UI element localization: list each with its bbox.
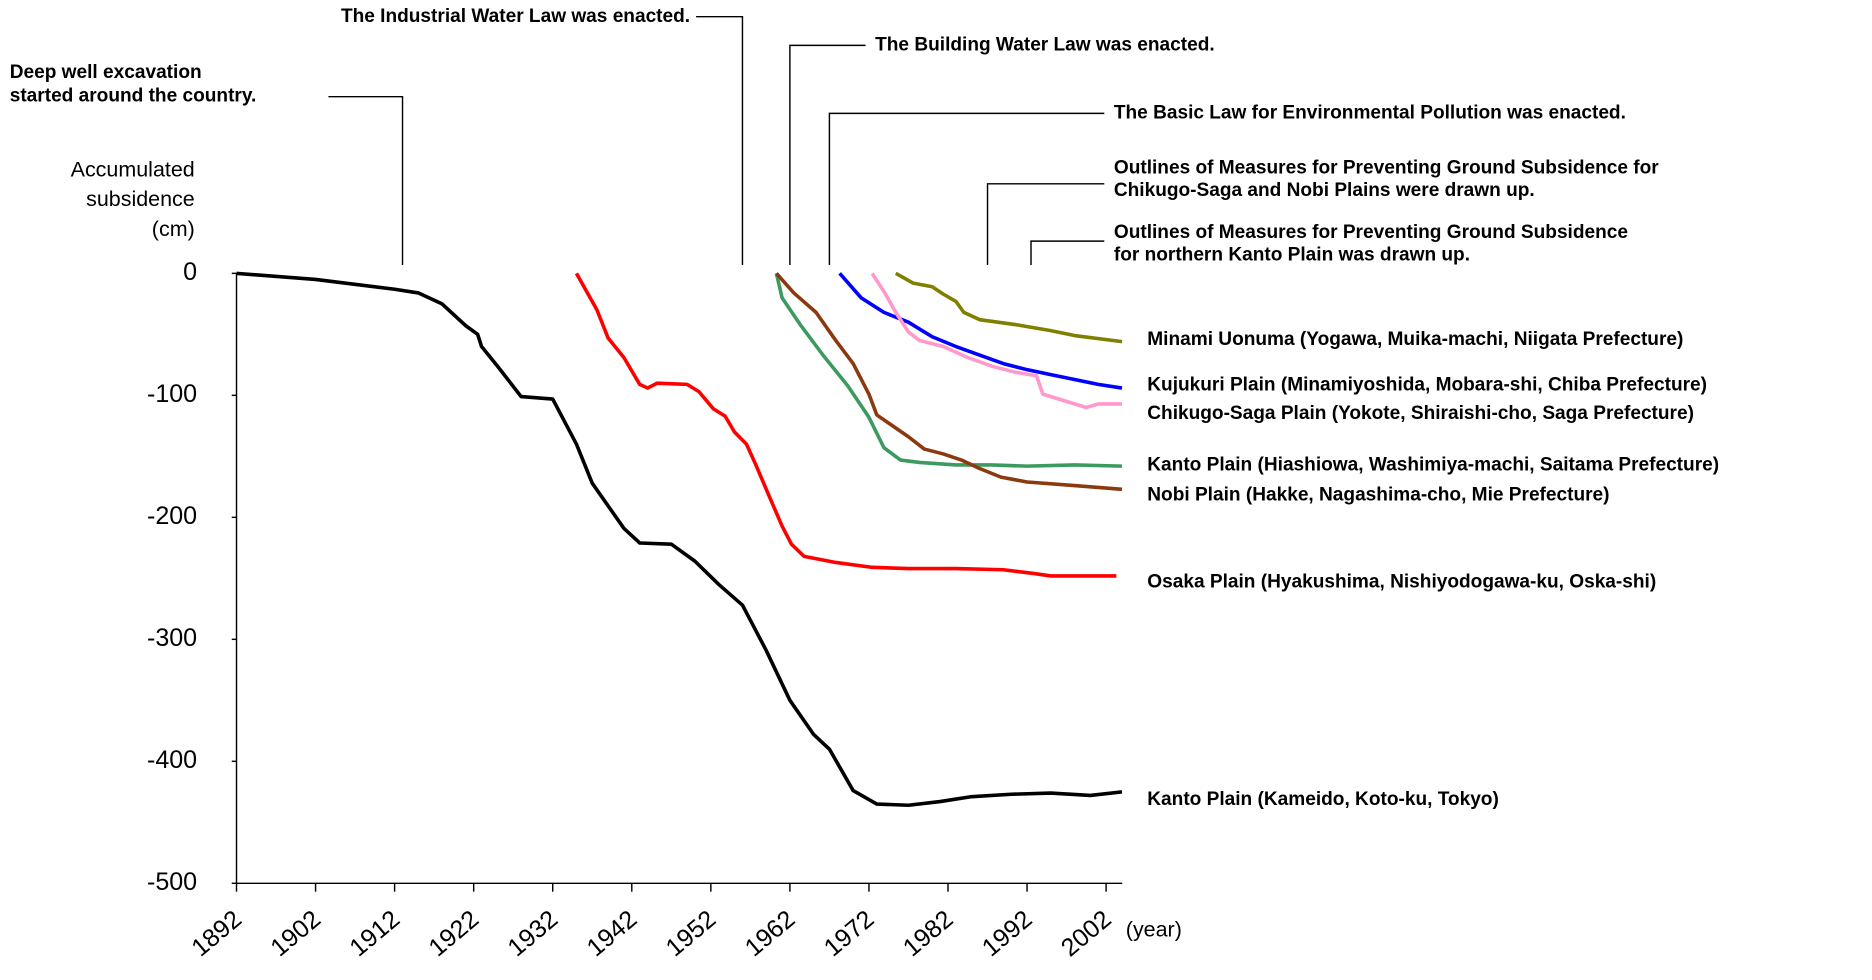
annotation-text: The Basic Law for Environmental Pollutio… — [1114, 102, 1626, 123]
annotation-leader — [696, 15, 744, 265]
y-tick-label: -400 — [147, 746, 197, 774]
y-tick-label: 0 — [183, 258, 197, 286]
series-line — [775, 272, 1123, 492]
x-tick-label: 1892 — [186, 905, 247, 962]
y-axis-label: subsidence — [86, 187, 195, 211]
x-tick-label: 2002 — [1056, 905, 1117, 962]
x-tick-label: 1922 — [423, 905, 484, 962]
annotation-text: The Industrial Water Law was enacted. — [341, 6, 690, 27]
annotation-leader — [328, 95, 404, 265]
x-tick-label: 1972 — [819, 905, 880, 962]
y-axis-label: (cm) — [152, 217, 195, 241]
x-tick-label: 1902 — [265, 905, 326, 962]
x-tick-label: 1912 — [344, 905, 405, 962]
series-label: Chikugo-Saga Plain (Yokote, Shiraishi-ch… — [1147, 403, 1694, 424]
series-line — [774, 272, 1123, 468]
annotation-text: Outlines of Measures for Preventing Grou… — [1114, 157, 1659, 178]
series-label: Osaka Plain (Hyakushima, Nishiyodogawa-k… — [1147, 572, 1656, 593]
annotation-text: for northern Kanto Plain was drawn up. — [1114, 244, 1470, 265]
series-label: Minami Uonuma (Yogawa, Muika-machi, Niig… — [1147, 329, 1683, 350]
annotation-text: Outlines of Measures for Preventing Grou… — [1114, 222, 1628, 243]
x-tick-label: 1932 — [503, 905, 564, 962]
series-label: Nobi Plain (Hakke, Nagashima-cho, Mie Pr… — [1147, 484, 1609, 505]
x-tick-label: 1992 — [977, 905, 1038, 962]
annotation-text: The Building Water Law was enacted. — [875, 34, 1215, 55]
series-line — [870, 272, 1122, 410]
annotation-text: started around the country. — [10, 86, 257, 107]
x-tick-label: 1962 — [740, 905, 801, 962]
y-tick-label: -100 — [147, 380, 197, 408]
series-label: Kanto Plain (Hiashiowa, Washimiya-machi,… — [1147, 455, 1719, 476]
series-label: Kanto Plain (Kameido, Koto-ku, Tokyo) — [1147, 789, 1499, 810]
series-line — [838, 272, 1123, 390]
annotation-leader — [986, 183, 1105, 265]
x-tick-label: 1952 — [661, 905, 722, 962]
x-axis-label: (year) — [1126, 918, 1182, 942]
x-tick-label: 1982 — [898, 905, 959, 962]
annotation-leader — [1030, 240, 1105, 265]
annotation-leader — [828, 112, 1105, 265]
annotation-text: Deep well excavation — [10, 62, 202, 83]
annotation-leader — [789, 44, 866, 265]
y-tick-label: -300 — [147, 624, 197, 652]
series-line — [574, 272, 1117, 578]
y-tick-label: -500 — [147, 868, 197, 896]
series-line — [236, 271, 1123, 808]
annotation-text: Chikugo-Saga and Nobi Plains were drawn … — [1114, 180, 1535, 201]
y-axis-label: Accumulated — [71, 157, 195, 181]
x-tick-label: 1942 — [582, 905, 643, 962]
series-line — [894, 271, 1123, 344]
y-tick-label: -200 — [147, 502, 197, 530]
series-label: Kujukuri Plain (Minamiyoshida, Mobara-sh… — [1147, 375, 1707, 396]
